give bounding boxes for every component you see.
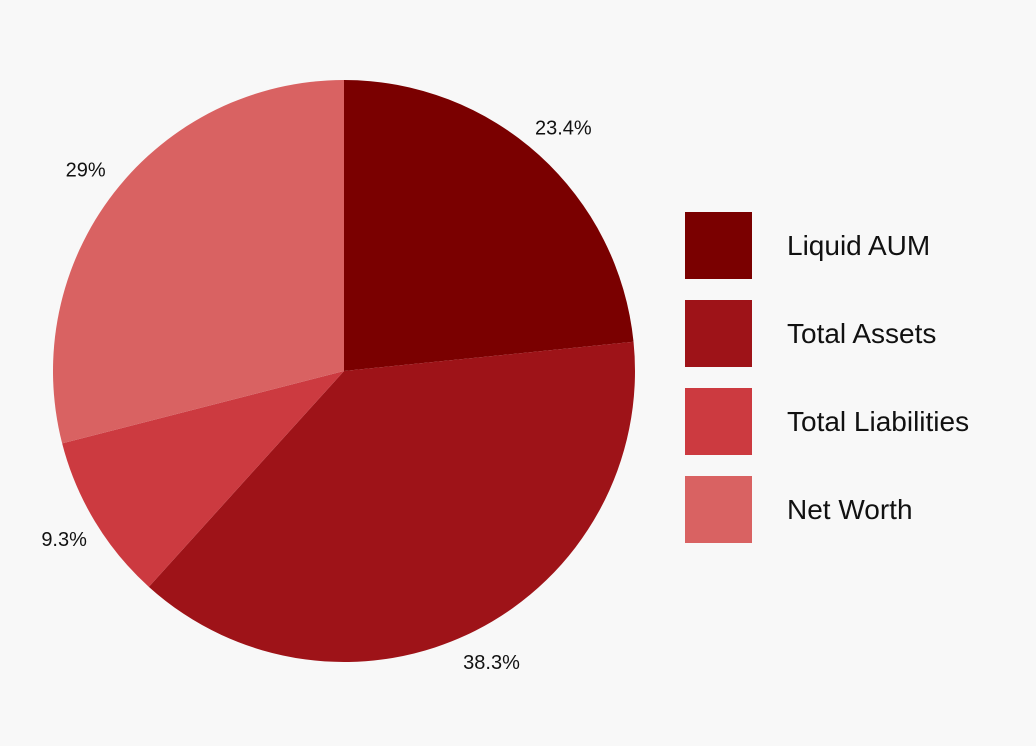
pie-slice-labels: 23.4% 38.3% 9.3% 29% <box>41 117 592 673</box>
data-label-net-worth: 29% <box>66 160 106 182</box>
legend-label-total-assets: Total Assets <box>787 318 936 349</box>
data-label-liquid-aum: 23.4% <box>535 117 592 139</box>
legend-swatch-net-worth <box>685 476 752 543</box>
legend-label-net-worth: Net Worth <box>787 494 913 525</box>
pie-slice-liquid-aum <box>344 80 634 371</box>
data-label-total-assets: 38.3% <box>463 652 520 674</box>
pie-slice-total-liabilities <box>62 371 344 587</box>
pie-slices <box>52 80 635 663</box>
legend-label-liquid-aum: Liquid AUM <box>787 230 930 261</box>
legend-swatch-total-liabilities <box>685 388 752 455</box>
pie-slice-total-assets <box>148 341 635 663</box>
legend-swatch-total-assets <box>685 300 752 367</box>
legend: Liquid AUM Total Assets Total Liabilities N… <box>685 212 969 543</box>
pie-slice-net-worth <box>52 80 344 444</box>
data-label-total-liabilities: 9.3% <box>41 529 87 551</box>
legend-label-total-liabilities: Total Liabilities <box>787 406 969 437</box>
legend-swatch-liquid-aum <box>685 212 752 279</box>
